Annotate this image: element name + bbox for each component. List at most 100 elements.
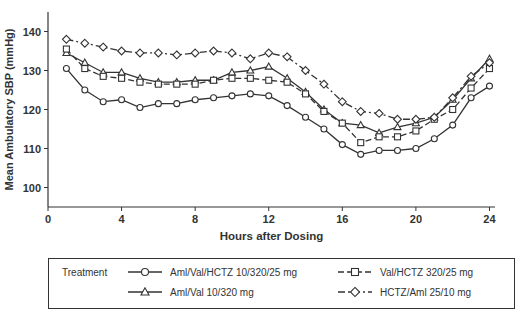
y-tick-label: 100: [23, 182, 41, 194]
x-tick-label: 16: [336, 213, 348, 225]
point: [155, 81, 161, 87]
point: [118, 47, 126, 55]
x-tick-label: 8: [192, 213, 198, 225]
y-tick: [44, 70, 48, 71]
point: [174, 101, 180, 107]
y-tick: [44, 109, 48, 110]
point: [118, 69, 125, 75]
point: [266, 93, 272, 99]
point: [63, 46, 69, 52]
point: [192, 81, 198, 87]
point: [155, 101, 161, 107]
point: [395, 134, 401, 140]
point: [137, 105, 143, 111]
point: [357, 122, 364, 128]
point: [63, 66, 69, 72]
x-axis-label: Hours after Dosing: [220, 230, 324, 242]
y-tick-label: 130: [23, 65, 41, 77]
y-tick-label: 110: [23, 143, 41, 155]
point: [357, 108, 365, 116]
point: [430, 113, 438, 121]
point: [62, 35, 70, 43]
legend-label: Val/HCTZ 320/25 mg: [380, 267, 473, 278]
point: [229, 69, 236, 75]
point: [210, 47, 218, 55]
series-line: [66, 49, 489, 143]
point: [81, 39, 89, 47]
point: [358, 151, 364, 157]
point: [450, 122, 456, 128]
legend: Treatment Aml/Val/HCTZ 10/320/25 mg Aml/Va…: [49, 259, 515, 309]
point: [302, 67, 310, 75]
point: [283, 53, 291, 61]
y-tick: [44, 148, 48, 149]
point: [376, 134, 382, 140]
point: [395, 147, 401, 153]
x-tick-label: 12: [263, 213, 275, 225]
legend-label: HCTZ/Aml 25/10 mg: [380, 287, 471, 298]
chart: 10011012013014004812162024Hours after Do…: [0, 0, 515, 309]
point: [467, 72, 475, 80]
point: [137, 79, 143, 85]
y-tick-label: 140: [23, 26, 41, 38]
legend-marker: [142, 269, 149, 276]
point: [358, 140, 364, 146]
point: [82, 87, 88, 93]
x-tick-label: 20: [410, 213, 422, 225]
point: [394, 115, 402, 123]
point: [468, 85, 474, 91]
point: [229, 93, 235, 99]
y-axis-label: Mean Ambulatory SBP (mmHg): [3, 28, 15, 190]
point: [192, 97, 198, 103]
point: [247, 91, 253, 97]
x-tick: [195, 207, 196, 211]
point: [450, 107, 456, 113]
point: [339, 120, 345, 126]
point: [266, 77, 272, 83]
series-line: [66, 39, 489, 119]
point: [303, 114, 309, 120]
point: [375, 110, 383, 118]
point: [265, 49, 273, 57]
point: [100, 99, 106, 105]
legend-title: Treatment: [62, 267, 107, 278]
point: [413, 146, 419, 152]
point: [284, 103, 290, 109]
point: [303, 91, 309, 97]
legend-marker: [352, 269, 359, 276]
point: [449, 94, 457, 102]
x-tick-label: 4: [119, 213, 126, 225]
point: [486, 83, 492, 89]
point: [412, 115, 420, 123]
point: [191, 49, 199, 57]
point: [99, 43, 107, 51]
x-tick: [268, 207, 269, 211]
x-tick: [489, 207, 490, 211]
point: [413, 128, 419, 134]
point: [174, 81, 180, 87]
x-tick: [48, 207, 49, 211]
point: [154, 49, 162, 57]
legend-marker: [141, 288, 149, 295]
point: [394, 123, 401, 129]
point: [339, 142, 345, 148]
x-tick: [415, 207, 416, 211]
point: [247, 67, 254, 73]
legend-label: Aml/Val 10/320 mg: [170, 287, 254, 298]
point: [210, 77, 217, 83]
point: [320, 80, 328, 88]
point: [228, 49, 236, 57]
point: [247, 75, 253, 81]
point: [136, 49, 144, 57]
x-tick: [342, 207, 343, 211]
point: [246, 55, 254, 63]
legend-box: [49, 259, 515, 309]
point: [100, 73, 106, 79]
point: [211, 77, 217, 83]
legend-label: Aml/Val/HCTZ 10/320/25 mg: [170, 267, 297, 278]
y-tick: [44, 31, 48, 32]
point: [376, 147, 382, 153]
x-tick-label: 0: [45, 213, 51, 225]
point: [119, 75, 125, 81]
point: [339, 120, 346, 126]
